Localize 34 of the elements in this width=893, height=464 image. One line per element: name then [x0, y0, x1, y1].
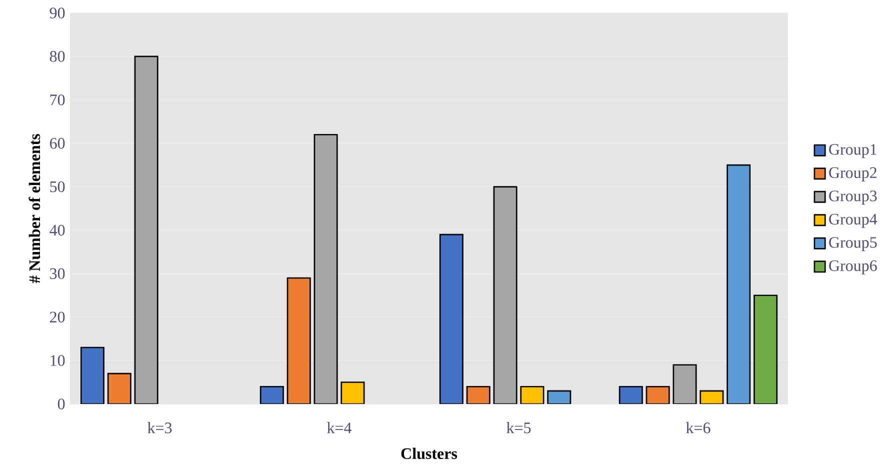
y-tick-label: 0	[58, 398, 65, 410]
x-tick-label: k=5	[506, 422, 531, 434]
y-tick-label: 90	[50, 8, 65, 18]
x-tick-label: k=3	[148, 422, 172, 434]
bar	[80, 346, 104, 404]
bar	[134, 56, 158, 404]
bar	[314, 134, 338, 404]
bar	[466, 386, 490, 404]
x-tick-label: k=4	[327, 422, 352, 434]
bar	[646, 386, 670, 404]
y-tick-label: 50	[50, 181, 65, 192]
bar	[493, 186, 518, 404]
y-tick-label: 20	[50, 312, 65, 322]
bar	[286, 277, 311, 404]
y-tick-label: 40	[50, 224, 65, 236]
legend-label: Group6	[829, 260, 877, 274]
x-tick-label: k=6	[686, 422, 710, 434]
y-tick-label: 30	[50, 268, 65, 280]
y-tick-label: 10	[50, 355, 65, 366]
bar	[340, 382, 365, 404]
y-tick-label: 60	[50, 138, 65, 149]
legend-label: Group1	[829, 144, 876, 158]
bar	[672, 364, 697, 404]
legend-label: Group3	[829, 190, 877, 205]
x-axis-title: Clusters	[401, 448, 458, 460]
y-axis-title: # Number of elements	[28, 134, 40, 284]
legend-label: Group2	[829, 167, 876, 182]
bar	[439, 234, 464, 404]
legend-label: Group4	[829, 214, 878, 228]
bar	[107, 372, 132, 404]
bar	[726, 164, 751, 404]
y-tick-label: 80	[50, 51, 65, 62]
y-tick-label: 70	[50, 94, 65, 106]
legend-label: Group5	[829, 237, 877, 252]
